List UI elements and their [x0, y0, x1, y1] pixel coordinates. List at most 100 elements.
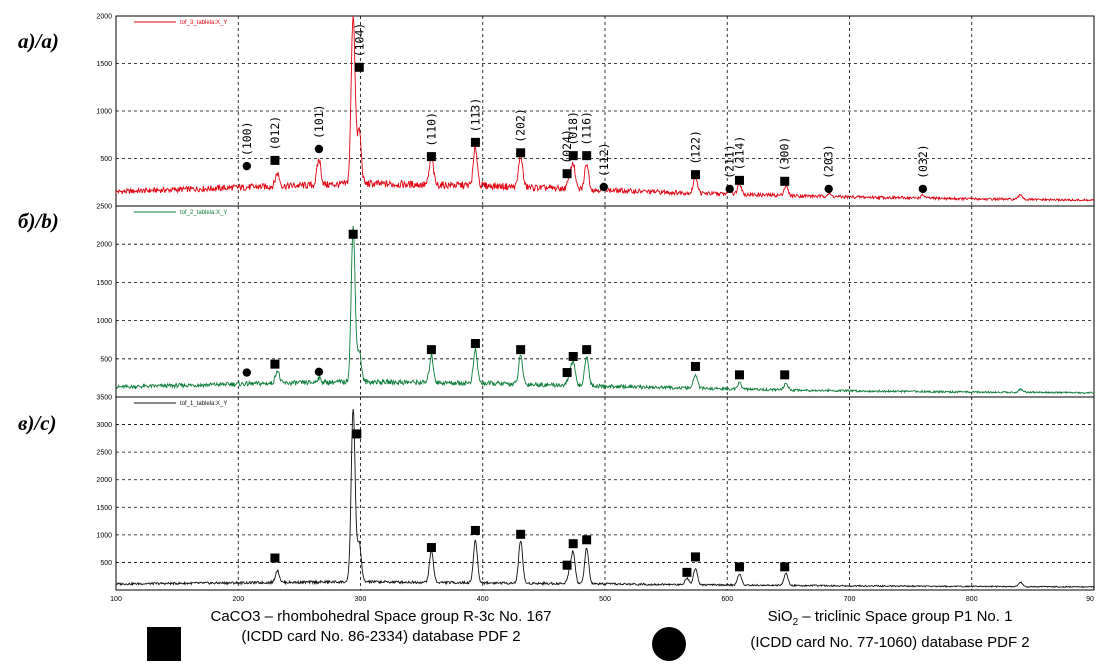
x-tick-label: 600: [721, 596, 733, 603]
y-tick-label: 500: [100, 356, 112, 363]
y-tick-label: 2000: [96, 14, 112, 21]
hkl-label: (112): [597, 142, 611, 177]
sio2-legend-line2: (ICDD card No. 77-1060) database PDF 2: [750, 634, 1030, 651]
caco3-peak-marker: [426, 345, 436, 355]
y-tick-label: 2500: [96, 450, 112, 457]
x-tick-label: 400: [477, 596, 489, 603]
hkl-label: (214): [732, 136, 746, 171]
hkl-label: (300): [778, 137, 792, 172]
panel-3: 3500 3000 2500 2000 1500 1000 500 tof_1_tablela…: [18, 395, 1095, 591]
hkl-label: (211): [723, 144, 737, 179]
caco3-peak-marker: [516, 345, 526, 355]
sio2-peak-marker: [824, 184, 833, 194]
caco3-legend-line2: (ICDD card No. 86-2334) database PDF 2: [241, 628, 521, 645]
caco3-peak-marker: [568, 539, 578, 549]
diffractogram-line: [115, 225, 1095, 395]
caco3-peak-marker: [582, 151, 592, 161]
caco3-peak-marker: [734, 370, 744, 380]
sio2-peak-marker: [314, 144, 324, 154]
y-tick-label: 1000: [96, 532, 112, 539]
y-tick-label: 2000: [96, 242, 112, 249]
series-legend-label: tof_1_tablela:X_Y: [180, 401, 227, 407]
caco3-peak-marker: [682, 567, 692, 577]
sio2-subscript: 2: [792, 617, 799, 628]
sio2-legend-line1-rest: – triclinic Space group P1 No. 1: [798, 608, 1013, 625]
caco3-peak-marker: [780, 176, 790, 186]
y-tick-label: 1500: [96, 61, 112, 68]
sio2-peak-marker: [725, 184, 734, 194]
panel-label: б)/b): [18, 209, 59, 233]
sio2-formula: SiO: [767, 608, 793, 625]
hkl-label: (032): [916, 144, 930, 179]
caco3-peak-marker: [568, 151, 578, 161]
caco3-peak-marker: [582, 535, 592, 545]
x-tick-label: 90: [1086, 596, 1094, 603]
x-tick-label: 200: [232, 596, 244, 603]
hkl-label: (113): [468, 98, 482, 133]
y-tick-label: 1000: [96, 109, 112, 116]
y-tick-label: 3500: [96, 395, 112, 402]
caco3-peak-marker: [348, 229, 358, 239]
caco3-peak-marker: [780, 562, 790, 572]
caco3-peak-marker: [690, 361, 700, 371]
caco3-peak-marker: [568, 352, 578, 362]
hkl-label: (100): [240, 121, 254, 156]
panel-2: 2500 2000 1500 1000 500 tof_2_tablela:X_Y б)/b…: [18, 204, 1095, 398]
x-tick-label: 100: [110, 596, 122, 603]
caco3-peak-marker: [734, 175, 744, 185]
caco3-peak-marker: [562, 169, 572, 179]
hkl-label: (104): [352, 23, 366, 58]
caco3-peak-marker: [426, 152, 436, 162]
panel-label: а)/a): [18, 29, 59, 53]
y-tick-label: 2000: [96, 477, 112, 484]
y-tick-label: 1500: [96, 505, 112, 512]
series-legend-label: tof_2_tablela:X_Y: [180, 210, 227, 216]
sio2-peak-marker: [242, 368, 252, 377]
caco3-peak-marker: [270, 359, 280, 369]
caco3-peak-marker: [690, 552, 700, 562]
sio2-peak-marker: [242, 161, 252, 171]
hkl-label: (116): [580, 111, 594, 146]
y-tick-label: 1500: [96, 280, 112, 287]
y-tick-label: 2500: [96, 204, 112, 211]
x-tick-label: 300: [355, 596, 367, 603]
caco3-peak-marker: [516, 148, 526, 158]
hkl-label: (012): [268, 116, 282, 151]
diffractogram-line: [115, 409, 1095, 589]
hkl-label: (202): [514, 108, 528, 143]
y-tick-label: 500: [100, 560, 112, 567]
caco3-peak-marker: [516, 529, 526, 539]
hkl-label: (122): [688, 130, 702, 165]
hkl-label: (203): [822, 144, 836, 179]
caco3-peak-marker: [780, 370, 790, 380]
sio2-peak-marker: [314, 367, 324, 376]
x-tick-label: 700: [844, 596, 856, 603]
x-tick-label: 800: [966, 596, 978, 603]
sio2-peak-marker: [918, 184, 928, 194]
caco3-peak-marker: [354, 62, 364, 72]
series-legend-label: tof_3_tablela:X_Y: [180, 20, 227, 26]
x-tick-label: 500: [599, 596, 611, 603]
hkl-label: (110): [424, 112, 438, 147]
sio2-peak-marker: [599, 182, 608, 192]
caco3-peak-marker: [270, 155, 280, 165]
y-tick-label: 1000: [96, 318, 112, 325]
caco3-legend-line1: CaCO3 – rhombohedral Space group R-3c No…: [210, 608, 552, 625]
y-tick-label: 3000: [96, 422, 112, 429]
panel-1: 2000 1500 1000 500 tof_3_tablela:X_Y (100) (01…: [18, 14, 1095, 207]
hkl-label: (018): [566, 111, 580, 146]
hkl-label: (101): [312, 104, 326, 139]
caco3-legend-text: CaCO3 – rhombohedral Space group R-3c No…: [196, 607, 566, 647]
caco3-peak-marker: [270, 553, 280, 563]
caco3-peak-marker: [470, 339, 480, 349]
x-axis: 100 200 300 400 500 600 700 800 90: [110, 596, 1094, 603]
caco3-peak-marker: [582, 345, 592, 355]
caco3-peak-marker: [470, 137, 480, 147]
caco3-peak-marker: [690, 170, 700, 180]
sio2-legend-text: SiO2 – triclinic Space group P1 No. 1 (I…: [700, 607, 1080, 653]
caco3-peak-marker: [470, 525, 480, 535]
caco3-peak-marker: [426, 543, 436, 553]
caco3-legend-square: [147, 627, 181, 661]
caco3-peak-marker: [562, 560, 572, 570]
